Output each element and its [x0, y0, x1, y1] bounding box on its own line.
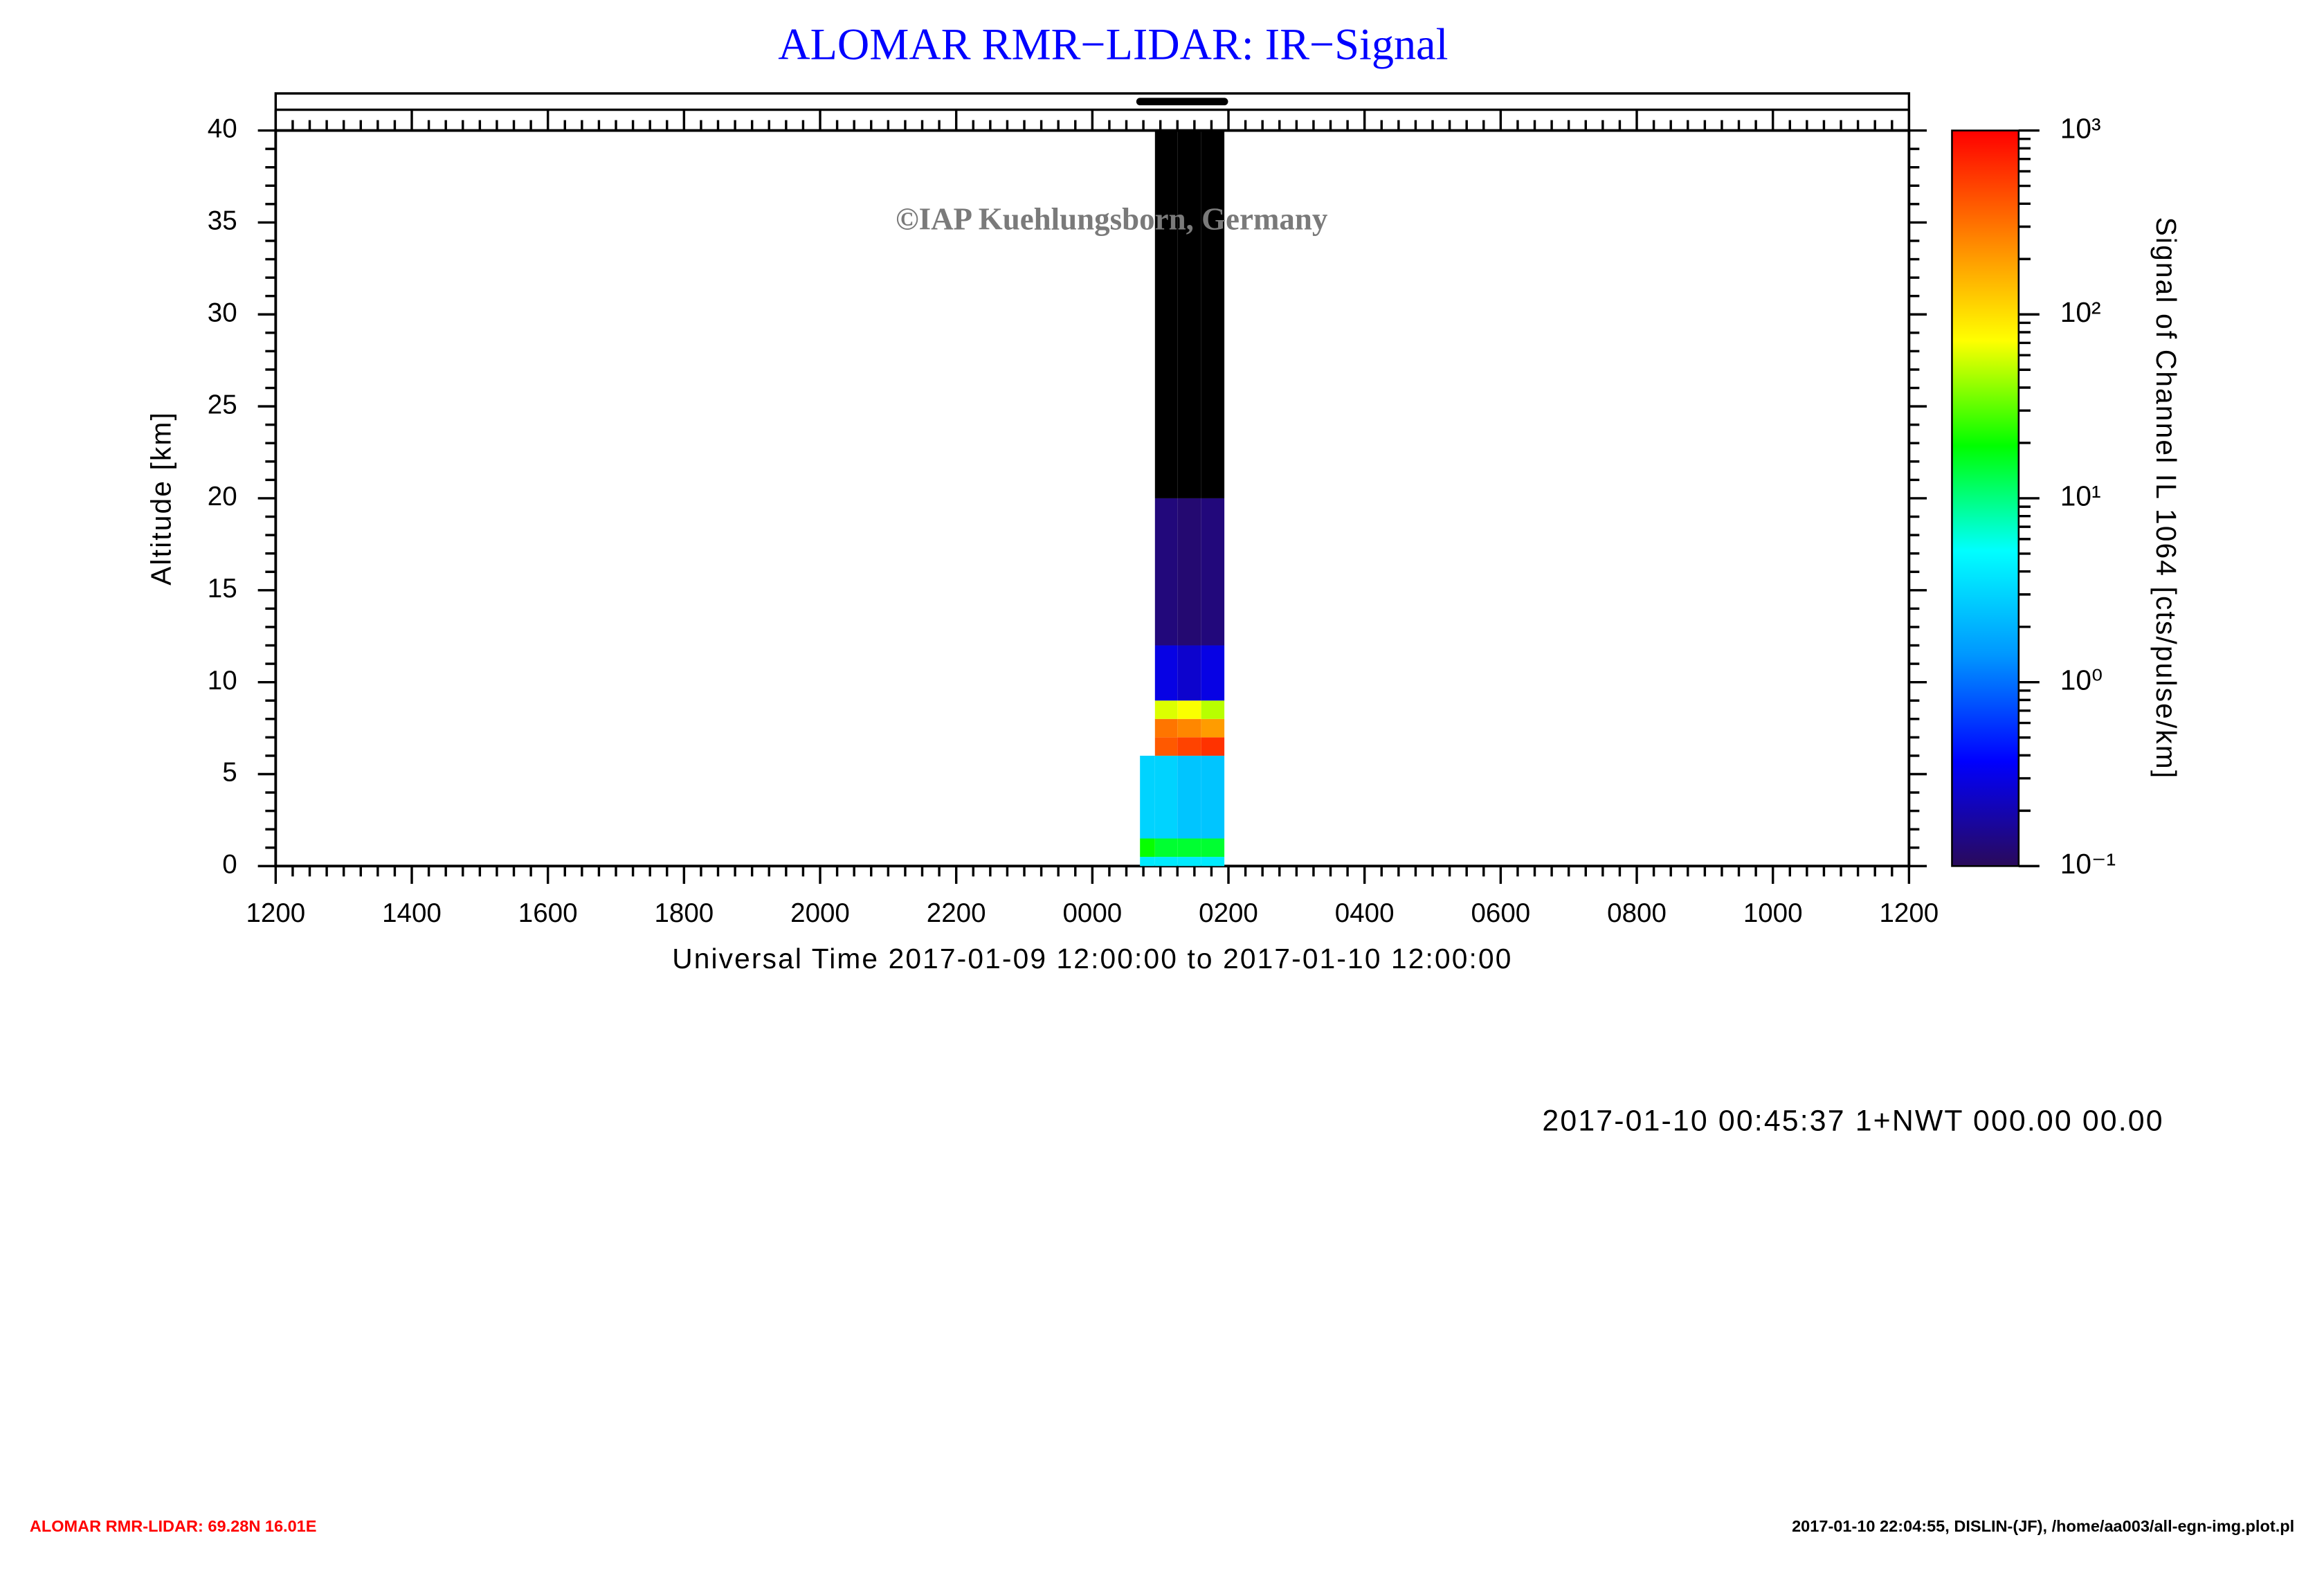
heatmap-cell [1201, 645, 1225, 701]
heatmap-cell [1154, 498, 1178, 646]
y-tick-label: 5 [222, 758, 237, 788]
heatmap-cell [1201, 718, 1225, 738]
heatmap-cell [1177, 718, 1201, 738]
colorbar-tick-label: 10³ [2060, 112, 2101, 144]
x-tick-label: 1000 [1743, 898, 1803, 928]
heatmap-cell [1154, 737, 1178, 756]
chart-title: ALOMAR RMR−LIDAR: IR−Signal [778, 19, 1448, 69]
colorbar-tick-label: 10² [2060, 296, 2101, 328]
status-line: 2017-01-10 00:45:37 1+NWT 000.00 00.00 [1542, 1104, 2163, 1137]
heatmap-cell [1154, 645, 1178, 701]
heatmap-cell [1154, 718, 1178, 738]
x-tick-label: 1800 [654, 898, 714, 928]
heatmap-cell [1177, 838, 1201, 858]
x-tick-label: 0400 [1335, 898, 1395, 928]
y-tick-label: 0 [222, 850, 237, 880]
x-tick-label: 2000 [790, 898, 850, 928]
heatmap-cell [1140, 838, 1155, 858]
y-tick-label: 30 [208, 298, 237, 327]
heatmap-cell [1177, 645, 1201, 701]
x-tick-label: 0600 [1471, 898, 1530, 928]
x-axis-label: Universal Time 2017-01-09 12:00:00 to 20… [672, 943, 1512, 974]
heatmap-cell [1140, 755, 1155, 839]
colorbar-tick-label: 10⁰ [2060, 664, 2103, 696]
heatmap-cell [1177, 130, 1201, 498]
x-tick-label: 1400 [382, 898, 442, 928]
footer-left: ALOMAR RMR-LIDAR: 69.28N 16.01E [30, 1517, 317, 1535]
heatmap-cell [1154, 700, 1178, 719]
heatmap [1140, 130, 1225, 867]
heatmap-cell [1177, 700, 1201, 719]
x-tick-label: 1600 [518, 898, 578, 928]
y-tick-label: 10 [208, 666, 237, 696]
heatmap-cell [1177, 498, 1201, 646]
plot-frame [274, 129, 1911, 868]
heatmap-cell [1177, 755, 1201, 839]
x-tick-label: 2200 [927, 898, 986, 928]
heatmap-cell [1154, 838, 1178, 858]
y-tick-label: 15 [208, 574, 237, 604]
y-tick-label: 35 [208, 206, 237, 236]
colorbar-tick-label: 10⁻¹ [2060, 848, 2116, 880]
y-tick-label: 40 [208, 114, 237, 144]
y-tick-label: 25 [208, 390, 237, 419]
heatmap-cell [1201, 838, 1225, 858]
heatmap-cell [1201, 700, 1225, 719]
colorbar-label: Signal of Channel IL 1064 [cts/pulse/km] [2150, 217, 2182, 780]
heatmap-cell [1177, 737, 1201, 756]
y-axis-label: Altitude [km] [145, 411, 176, 586]
heatmap-cell [1154, 130, 1178, 498]
heatmap-cell [1201, 130, 1225, 498]
colorbar-tick-label: 10¹ [2060, 480, 2101, 512]
x-tick-label: 0800 [1607, 898, 1667, 928]
x-tick-label: 1200 [1879, 898, 1939, 928]
heatmap-cell [1177, 857, 1201, 867]
y-tick-label: 20 [208, 482, 237, 511]
heatmap-cell [1140, 857, 1155, 867]
heatmap-cell [1201, 498, 1225, 646]
x-tick-label: 1200 [246, 898, 305, 928]
x-tick-label: 0200 [1199, 898, 1258, 928]
heatmap-cell [1154, 857, 1178, 867]
footer-right: 2017-01-10 22:04:55, DISLIN-(JF), /home/… [1792, 1517, 2294, 1535]
heatmap-cell [1201, 857, 1225, 867]
heatmap-cell [1201, 737, 1225, 756]
watermark: ©IAP Kuehlungsborn, Germany [896, 202, 1328, 237]
heatmap-cell [1201, 755, 1225, 839]
colorbar [1951, 129, 2020, 867]
heatmap-cell [1154, 755, 1178, 839]
x-tick-label: 0000 [1062, 898, 1122, 928]
